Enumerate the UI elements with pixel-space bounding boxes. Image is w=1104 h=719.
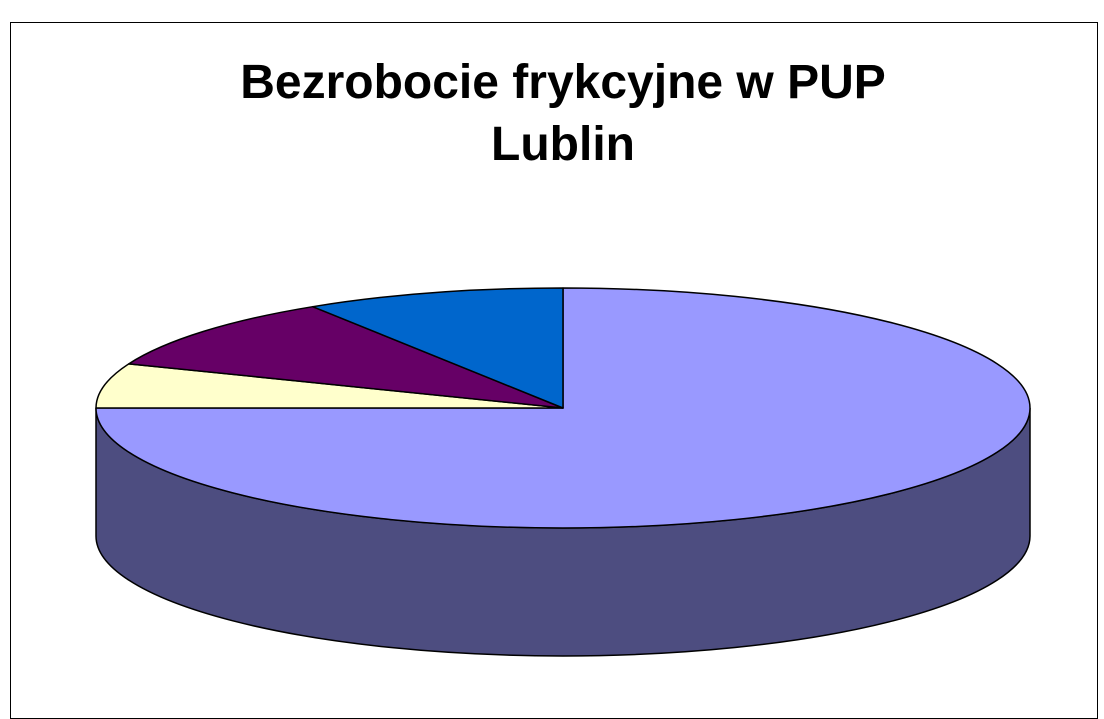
pie-slice	[95, 363, 564, 409]
chart-title: Bezrobocie frykcyjne w PUP Lublin	[240, 56, 886, 171]
pie-slice	[128, 305, 564, 409]
pie-slice	[312, 287, 564, 409]
